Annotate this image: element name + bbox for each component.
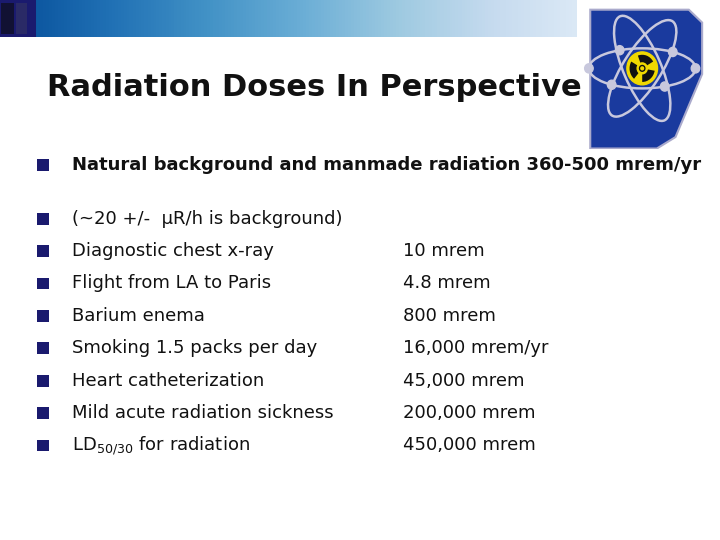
Text: 450,000 mrem: 450,000 mrem bbox=[403, 436, 536, 455]
Circle shape bbox=[616, 45, 624, 55]
Bar bbox=[37, 407, 49, 419]
Text: 16,000 mrem/yr: 16,000 mrem/yr bbox=[403, 339, 549, 357]
Bar bbox=[37, 213, 49, 225]
Text: 10 mrem: 10 mrem bbox=[403, 242, 485, 260]
Circle shape bbox=[627, 52, 657, 85]
Bar bbox=[37, 245, 49, 257]
Text: (~20 +/-  μR/h is background): (~20 +/- μR/h is background) bbox=[72, 210, 343, 228]
Text: Smoking 1.5 packs per day: Smoking 1.5 packs per day bbox=[72, 339, 318, 357]
Wedge shape bbox=[638, 55, 653, 69]
Text: Heart catheterization: Heart catheterization bbox=[72, 372, 264, 390]
Circle shape bbox=[639, 65, 645, 71]
Bar bbox=[37, 375, 49, 387]
Text: Mild acute radiation sickness: Mild acute radiation sickness bbox=[72, 404, 333, 422]
Text: 800 mrem: 800 mrem bbox=[403, 307, 496, 325]
Text: 45,000 mrem: 45,000 mrem bbox=[403, 372, 525, 390]
Wedge shape bbox=[629, 62, 642, 79]
Text: Natural background and manmade radiation 360-500 mrem/yr: Natural background and manmade radiation… bbox=[72, 156, 701, 174]
Circle shape bbox=[641, 67, 644, 70]
Bar bbox=[37, 310, 49, 322]
Bar bbox=[16, 3, 27, 34]
Text: 200,000 mrem: 200,000 mrem bbox=[403, 404, 536, 422]
Wedge shape bbox=[642, 69, 654, 82]
Circle shape bbox=[608, 80, 616, 89]
Bar bbox=[37, 342, 49, 354]
Text: LD$_{50/30}$ for radiation: LD$_{50/30}$ for radiation bbox=[72, 434, 250, 457]
Text: Flight from LA to Paris: Flight from LA to Paris bbox=[72, 274, 271, 293]
Bar bbox=[1, 3, 14, 34]
Bar bbox=[37, 159, 49, 171]
Text: Barium enema: Barium enema bbox=[72, 307, 205, 325]
Circle shape bbox=[691, 64, 700, 73]
Bar bbox=[0, 0, 36, 37]
Circle shape bbox=[660, 82, 669, 91]
Text: Diagnostic chest x-ray: Diagnostic chest x-ray bbox=[72, 242, 274, 260]
Text: 4.8 mrem: 4.8 mrem bbox=[403, 274, 491, 293]
Text: Radiation Doses In Perspective: Radiation Doses In Perspective bbox=[47, 73, 582, 102]
Bar bbox=[37, 278, 49, 289]
Circle shape bbox=[585, 64, 593, 73]
Bar bbox=[37, 440, 49, 451]
Circle shape bbox=[668, 48, 677, 57]
Polygon shape bbox=[590, 10, 702, 148]
Circle shape bbox=[637, 63, 647, 74]
